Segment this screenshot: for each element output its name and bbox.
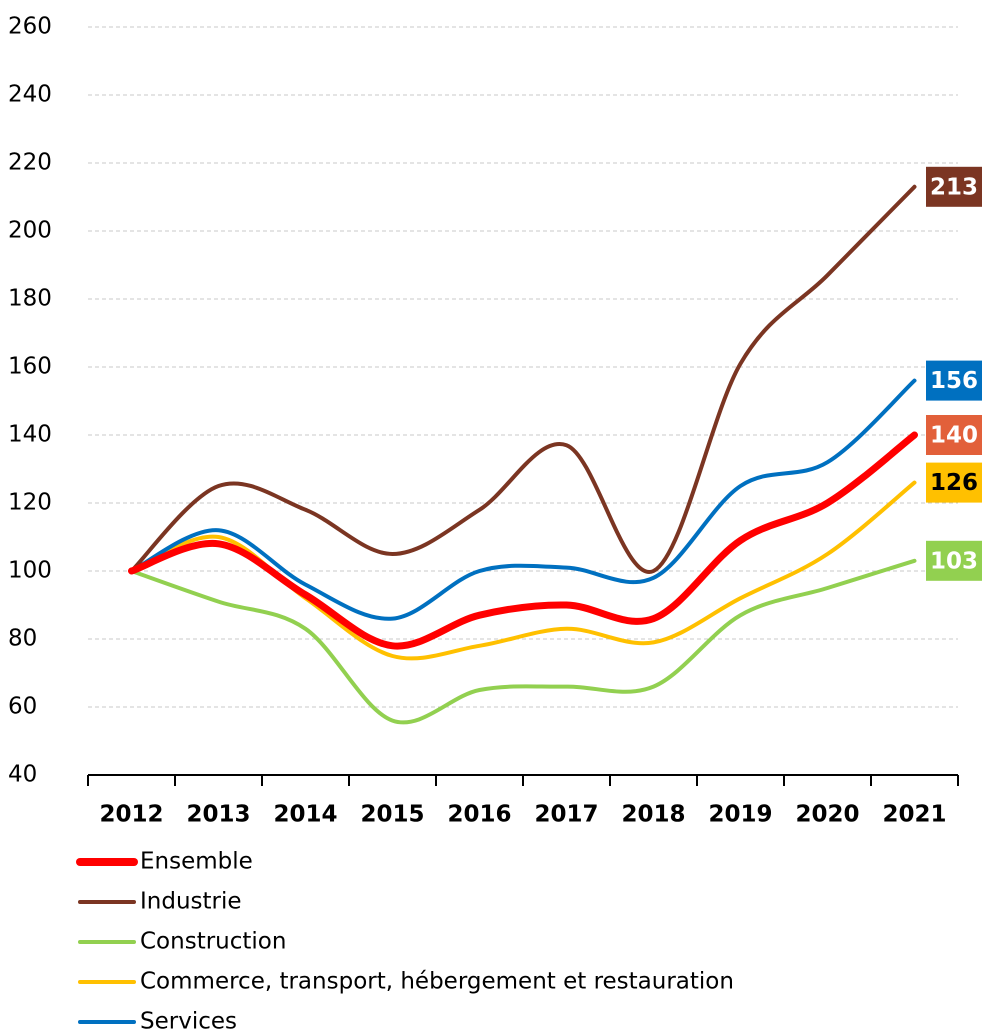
- y-tick-label: 200: [8, 218, 52, 244]
- value-label-box: [926, 415, 982, 455]
- y-tick-label: 60: [8, 694, 37, 720]
- x-tick-label: 2018: [621, 802, 685, 828]
- legend-label: Industrie: [140, 889, 242, 915]
- x-tick-label: 2012: [99, 802, 163, 828]
- y-tick-label: 240: [8, 82, 52, 108]
- legend-label: Services: [140, 1009, 237, 1031]
- x-tick-label: 2019: [708, 802, 772, 828]
- value-label: 213: [930, 174, 978, 200]
- legend-label: Commerce, transport, hébergement et rest…: [140, 969, 734, 995]
- value-label: 156: [930, 368, 978, 394]
- x-tick-label: 2021: [882, 802, 946, 828]
- series-line: [129, 184, 917, 574]
- legend-label: Ensemble: [140, 849, 253, 875]
- y-tick-label: 160: [8, 354, 52, 380]
- y-tick-label: 260: [8, 14, 52, 40]
- x-tick-label: 2014: [273, 802, 337, 828]
- series-line: [128, 431, 918, 650]
- series-line: [129, 558, 917, 725]
- y-tick-label: 220: [8, 150, 52, 176]
- y-tick-label: 180: [8, 286, 52, 312]
- value-label-box: [926, 166, 982, 207]
- x-tick-label: 2015: [360, 802, 424, 828]
- series-line: [129, 378, 917, 621]
- y-tick-label: 40: [8, 762, 37, 788]
- x-tick-label: 2020: [795, 802, 859, 828]
- value-label-box: [926, 462, 982, 503]
- x-tick-label: 2016: [447, 802, 511, 828]
- x-tick-label: 2017: [534, 802, 598, 828]
- y-tick-label: 140: [8, 422, 52, 448]
- value-label: 140: [930, 423, 978, 449]
- value-label-box: [926, 540, 982, 581]
- value-label-box: [926, 360, 982, 401]
- value-label: 126: [930, 470, 978, 496]
- x-tick-label: 2013: [186, 802, 250, 828]
- value-label: 103: [930, 548, 978, 574]
- y-tick-label: 100: [8, 558, 52, 584]
- y-tick-label: 80: [8, 626, 37, 652]
- y-tick-label: 120: [8, 490, 52, 516]
- legend-label: Construction: [140, 929, 286, 955]
